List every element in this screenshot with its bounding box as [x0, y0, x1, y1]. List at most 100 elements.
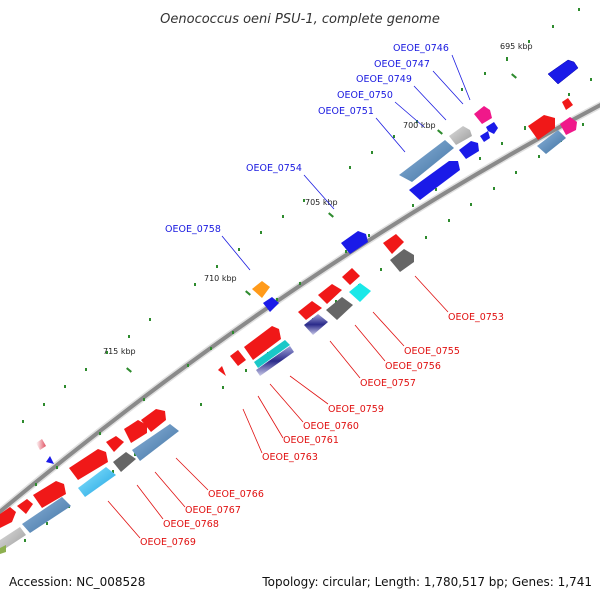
kbp-label-695: 695 kbp	[500, 42, 533, 51]
leader-line	[375, 117, 406, 153]
leader-line	[372, 311, 405, 347]
gene-feature[interactable]	[124, 420, 147, 443]
gene-label-reverse[interactable]: OEOE_0763	[262, 452, 318, 463]
leader-line	[242, 408, 263, 454]
gene-label-reverse[interactable]: OEOE_0769	[140, 537, 196, 548]
major-tick-700	[437, 129, 443, 135]
gene-feature[interactable]	[230, 350, 246, 366]
leader-line	[303, 174, 335, 210]
leader-line	[269, 383, 304, 423]
gene-label-reverse[interactable]: OEOE_0766	[208, 489, 264, 500]
gene-feature[interactable]	[244, 326, 281, 360]
gene-feature[interactable]	[0, 507, 16, 528]
gene-feature[interactable]	[106, 436, 124, 452]
gene-feature[interactable]	[46, 456, 54, 464]
leader-line	[136, 484, 164, 520]
kbp-label-715: 715 kbp	[103, 347, 136, 356]
leader-line	[354, 324, 386, 362]
reverse-gene-labels: OEOE_0753 OEOE_0755 OEOE_0756 OEOE_0757 …	[107, 275, 504, 548]
gene-feature[interactable]	[252, 281, 270, 298]
gene-feature[interactable]	[547, 59, 579, 85]
forward-strand-genes	[36, 59, 579, 464]
gene-feature[interactable]	[0, 527, 26, 552]
genome-backbone-shade	[0, 103, 600, 515]
leader-line	[175, 457, 209, 491]
leader-line	[289, 375, 329, 405]
gene-label-reverse[interactable]: OEOE_0759	[328, 404, 384, 415]
reverse-strand-genes	[0, 98, 577, 554]
gene-label-reverse[interactable]: OEOE_0768	[163, 519, 219, 530]
gene-label-reverse[interactable]: OEOE_0753	[448, 312, 504, 323]
genome-summary: Topology: circular; Length: 1,780,517 bp…	[261, 575, 592, 589]
gene-feature[interactable]	[298, 301, 322, 320]
gene-feature[interactable]	[0, 545, 6, 554]
gene-feature[interactable]	[562, 98, 573, 110]
gene-label-forward[interactable]: OEOE_0754	[246, 163, 302, 174]
major-tick-705	[328, 212, 334, 218]
gene-feature[interactable]	[318, 284, 342, 304]
page-title: Oenococcus oeni PSU-1, complete genome	[160, 12, 440, 27]
gene-feature[interactable]	[141, 409, 166, 432]
gene-feature[interactable]	[486, 122, 498, 134]
gene-label-reverse[interactable]: OEOE_0767	[185, 505, 241, 516]
leader-line	[107, 500, 141, 539]
gene-feature[interactable]	[22, 497, 71, 533]
gene-label-reverse[interactable]: OEOE_0755	[404, 346, 460, 357]
gene-label-forward[interactable]: OEOE_0751	[318, 106, 374, 117]
gene-label-forward[interactable]: OEOE_0749	[356, 74, 412, 85]
gene-feature[interactable]	[342, 268, 360, 285]
leader-line	[154, 471, 186, 508]
gene-feature[interactable]	[263, 297, 279, 312]
gene-label-reverse[interactable]: OEOE_0760	[303, 421, 359, 432]
gene-feature[interactable]	[304, 314, 328, 335]
gene-feature[interactable]	[36, 439, 46, 450]
gene-label-reverse[interactable]: OEOE_0761	[283, 435, 339, 446]
leader-line	[413, 85, 447, 121]
kbp-label-700: 700 kbp	[403, 121, 436, 130]
gene-feature[interactable]	[17, 499, 33, 514]
major-tick-695	[511, 73, 517, 79]
gene-feature[interactable]	[69, 449, 108, 480]
leader-line	[221, 235, 251, 271]
gene-feature[interactable]	[409, 161, 460, 200]
gene-feature[interactable]	[560, 117, 577, 135]
gene-label-reverse[interactable]: OEOE_0757	[360, 378, 416, 389]
gene-label-forward[interactable]: OEOE_0758	[165, 224, 221, 235]
gene-feature[interactable]	[480, 131, 490, 142]
accession-text: Accession: NC_008528	[9, 575, 145, 589]
gene-label-reverse[interactable]: OEOE_0756	[385, 361, 441, 372]
gene-feature[interactable]	[33, 481, 66, 508]
gene-feature[interactable]	[383, 234, 404, 254]
gene-label-forward[interactable]: OEOE_0750	[337, 90, 393, 101]
leader-line	[257, 395, 284, 439]
kbp-label-705: 705 kbp	[305, 198, 338, 207]
gene-feature[interactable]	[390, 249, 414, 272]
gene-label-forward[interactable]: OEOE_0747	[374, 59, 430, 70]
leader-line	[451, 54, 471, 101]
gene-feature[interactable]	[113, 452, 136, 472]
gene-feature[interactable]	[218, 366, 226, 376]
forward-gene-labels: OEOE_0746 OEOE_0747 OEOE_0749 OEOE_0750 …	[165, 43, 471, 271]
leader-line	[329, 340, 361, 379]
gene-feature[interactable]	[78, 467, 116, 497]
gene-feature[interactable]	[326, 297, 353, 320]
leader-line	[394, 101, 425, 128]
major-tick-715	[126, 367, 132, 373]
gene-feature[interactable]	[449, 126, 472, 145]
gene-feature[interactable]	[341, 231, 368, 254]
leader-line	[432, 70, 464, 105]
gene-feature[interactable]	[349, 283, 371, 302]
gene-feature[interactable]	[459, 141, 479, 159]
major-tick-710	[245, 290, 251, 296]
gene-label-forward[interactable]: OEOE_0746	[393, 43, 449, 54]
gene-feature[interactable]	[254, 340, 290, 368]
gene-feature[interactable]	[537, 130, 566, 154]
gene-feature[interactable]	[474, 106, 492, 124]
gene-feature[interactable]	[132, 424, 179, 461]
tick-row-inner	[35, 78, 592, 486]
kbp-label-710: 710 kbp	[204, 274, 237, 283]
gene-feature[interactable]	[399, 140, 454, 182]
gene-feature[interactable]	[528, 115, 555, 140]
gene-feature[interactable]	[256, 346, 294, 376]
